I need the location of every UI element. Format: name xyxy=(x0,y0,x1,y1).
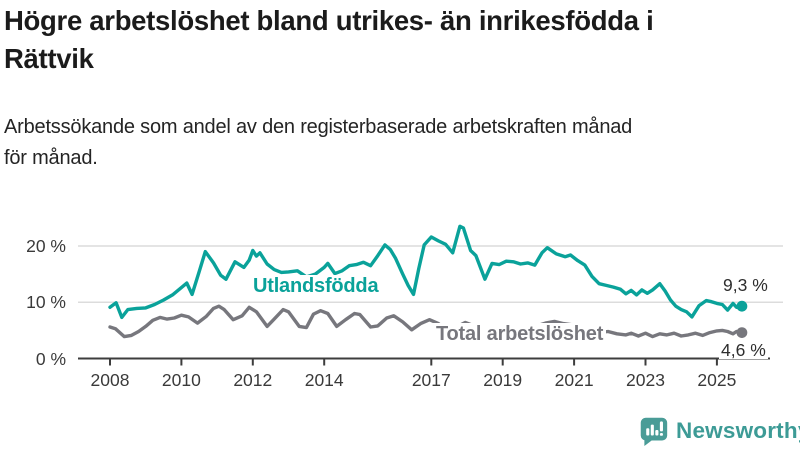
y-tick-label-20: 20 % xyxy=(26,236,66,256)
chart-title-line1: Högre arbetslöshet bland utrikes- än inr… xyxy=(4,5,654,36)
chart-subtitle-line2: för månad. xyxy=(4,147,98,169)
chart-title-line2: Rättvik xyxy=(4,43,94,74)
x-tick-label-2023: 2023 xyxy=(626,370,665,390)
series-line-total xyxy=(108,304,744,339)
end-value-label-utlandsfodda: 9,3 % xyxy=(721,275,770,295)
chart-subtitle: Arbetssökande som andel av den registerb… xyxy=(4,112,784,174)
chart-title: Högre arbetslöshet bland utrikes- än inr… xyxy=(4,2,796,78)
chart-subtitle-line1: Arbetssökande som andel av den registerb… xyxy=(4,116,633,138)
series-end-dot-utlandsfodda xyxy=(736,300,748,312)
newsworthy-bar-chart-bubble-icon xyxy=(640,417,668,446)
x-tick-label-2021: 2021 xyxy=(554,370,594,390)
x-tick-label-2012: 2012 xyxy=(233,370,273,390)
x-tick-label-2008: 2008 xyxy=(90,370,130,390)
y-tick-label-0: 0 % xyxy=(35,348,66,369)
series-label-utlandsfodda: Utlandsfödda xyxy=(250,275,382,297)
x-tick-label-2010: 2010 xyxy=(161,370,201,390)
x-tick-label-2025: 2025 xyxy=(697,370,737,390)
newsworthy-wordmark: Newsworthy xyxy=(676,417,800,443)
series-line-utlandsfodda xyxy=(108,224,744,320)
x-tick-label-2017: 2017 xyxy=(411,370,451,390)
x-tick-label-2019: 2019 xyxy=(483,370,523,390)
series-end-dot-total xyxy=(736,327,748,338)
y-tick-label-10: 10 % xyxy=(26,292,66,313)
series-label-total-arbetsloshet: Total arbetslöshet xyxy=(433,323,607,345)
end-value-label-total: 4,6 % xyxy=(719,340,768,360)
newsworthy-logo[interactable]: Newsworthy xyxy=(638,414,800,447)
x-tick-label-2014: 2014 xyxy=(304,370,344,390)
